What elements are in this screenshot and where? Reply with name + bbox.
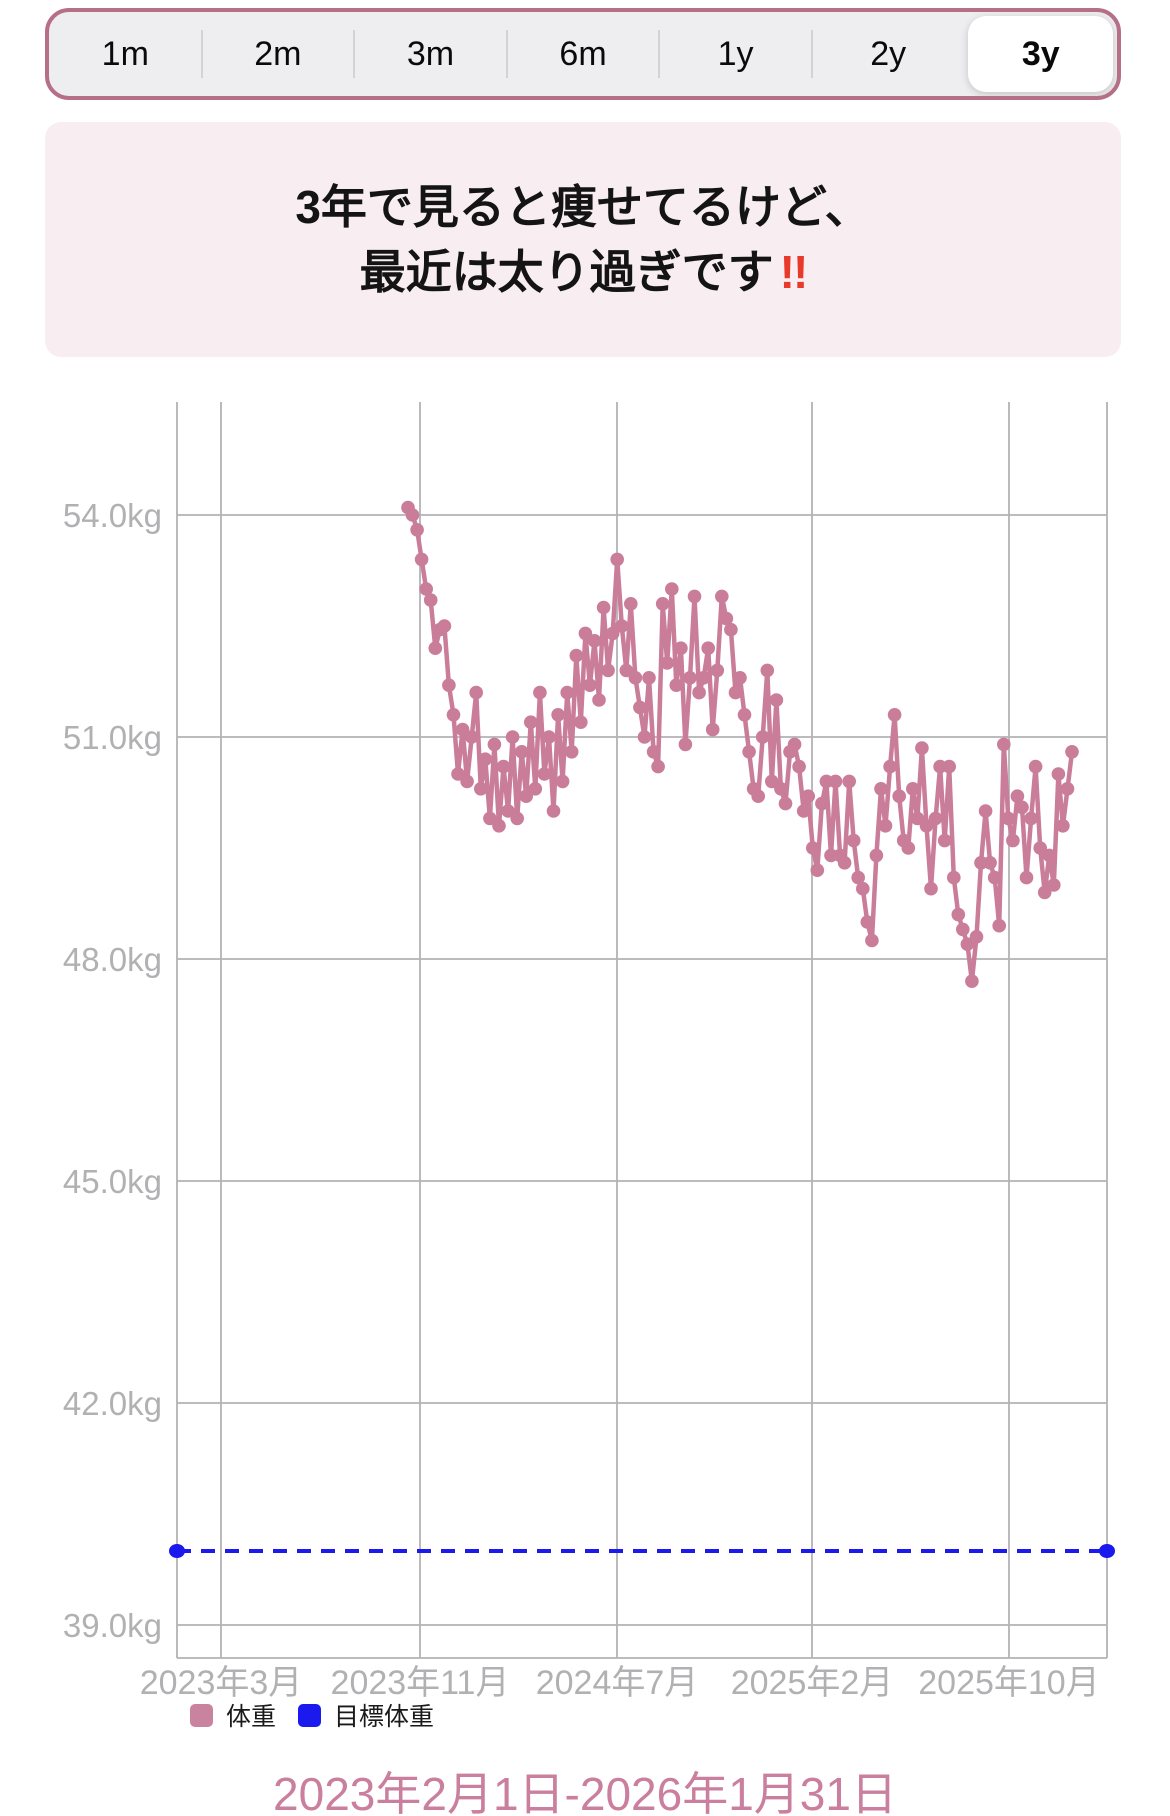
svg-text:2024年7月: 2024年7月 xyxy=(536,1664,699,1702)
double-exclamation-icon: !! xyxy=(779,245,809,298)
chart-legend: 体重 目標体重 xyxy=(190,1697,434,1733)
range-button-3y[interactable]: 3y xyxy=(964,12,1117,96)
svg-text:45.0kg: 45.0kg xyxy=(63,1163,162,1200)
svg-text:42.0kg: 42.0kg xyxy=(63,1385,162,1422)
weight-legend-label: 体重 xyxy=(226,1703,277,1731)
svg-text:2025年2月: 2025年2月 xyxy=(731,1664,894,1702)
svg-text:39.0kg: 39.0kg xyxy=(63,1607,162,1644)
legend-item-weight: 体重 xyxy=(190,1697,276,1733)
legend-item-target-weight: 目標体重 xyxy=(298,1697,434,1733)
range-button-1y[interactable]: 1y xyxy=(659,12,813,96)
svg-text:2025年10月: 2025年10月 xyxy=(918,1664,1099,1702)
range-button-2y[interactable]: 2y xyxy=(870,34,907,73)
target-weight-legend-label: 目標体重 xyxy=(334,1703,435,1731)
summary-banner-line2: 最近は太り過ぎです!! xyxy=(359,245,809,298)
target-weight-legend-swatch xyxy=(298,1703,322,1727)
range-button-3m[interactable]: 3m xyxy=(354,12,508,96)
date-range-label: 2023年2月1日-2026年1月31日 xyxy=(273,1768,897,1816)
svg-text:48.0kg: 48.0kg xyxy=(63,941,162,978)
summary-banner-line1: 3年で見ると痩せてるけど、 xyxy=(295,181,871,234)
weight-legend-swatch xyxy=(190,1703,213,1727)
time-range-segmented-control: 1m 2m 3m 6m 1y 2y 3y xyxy=(45,8,1121,100)
range-button-6m[interactable]: 6m xyxy=(507,12,660,96)
svg-text:51.0kg: 51.0kg xyxy=(63,719,162,756)
range-button-1m[interactable]: 1m xyxy=(49,12,203,96)
svg-text:54.0kg: 54.0kg xyxy=(63,497,162,534)
summary-banner: 3年で見ると痩せてるけど、 最近は太り過ぎです!! xyxy=(45,122,1121,357)
range-button-2m[interactable]: 2m xyxy=(202,12,355,96)
